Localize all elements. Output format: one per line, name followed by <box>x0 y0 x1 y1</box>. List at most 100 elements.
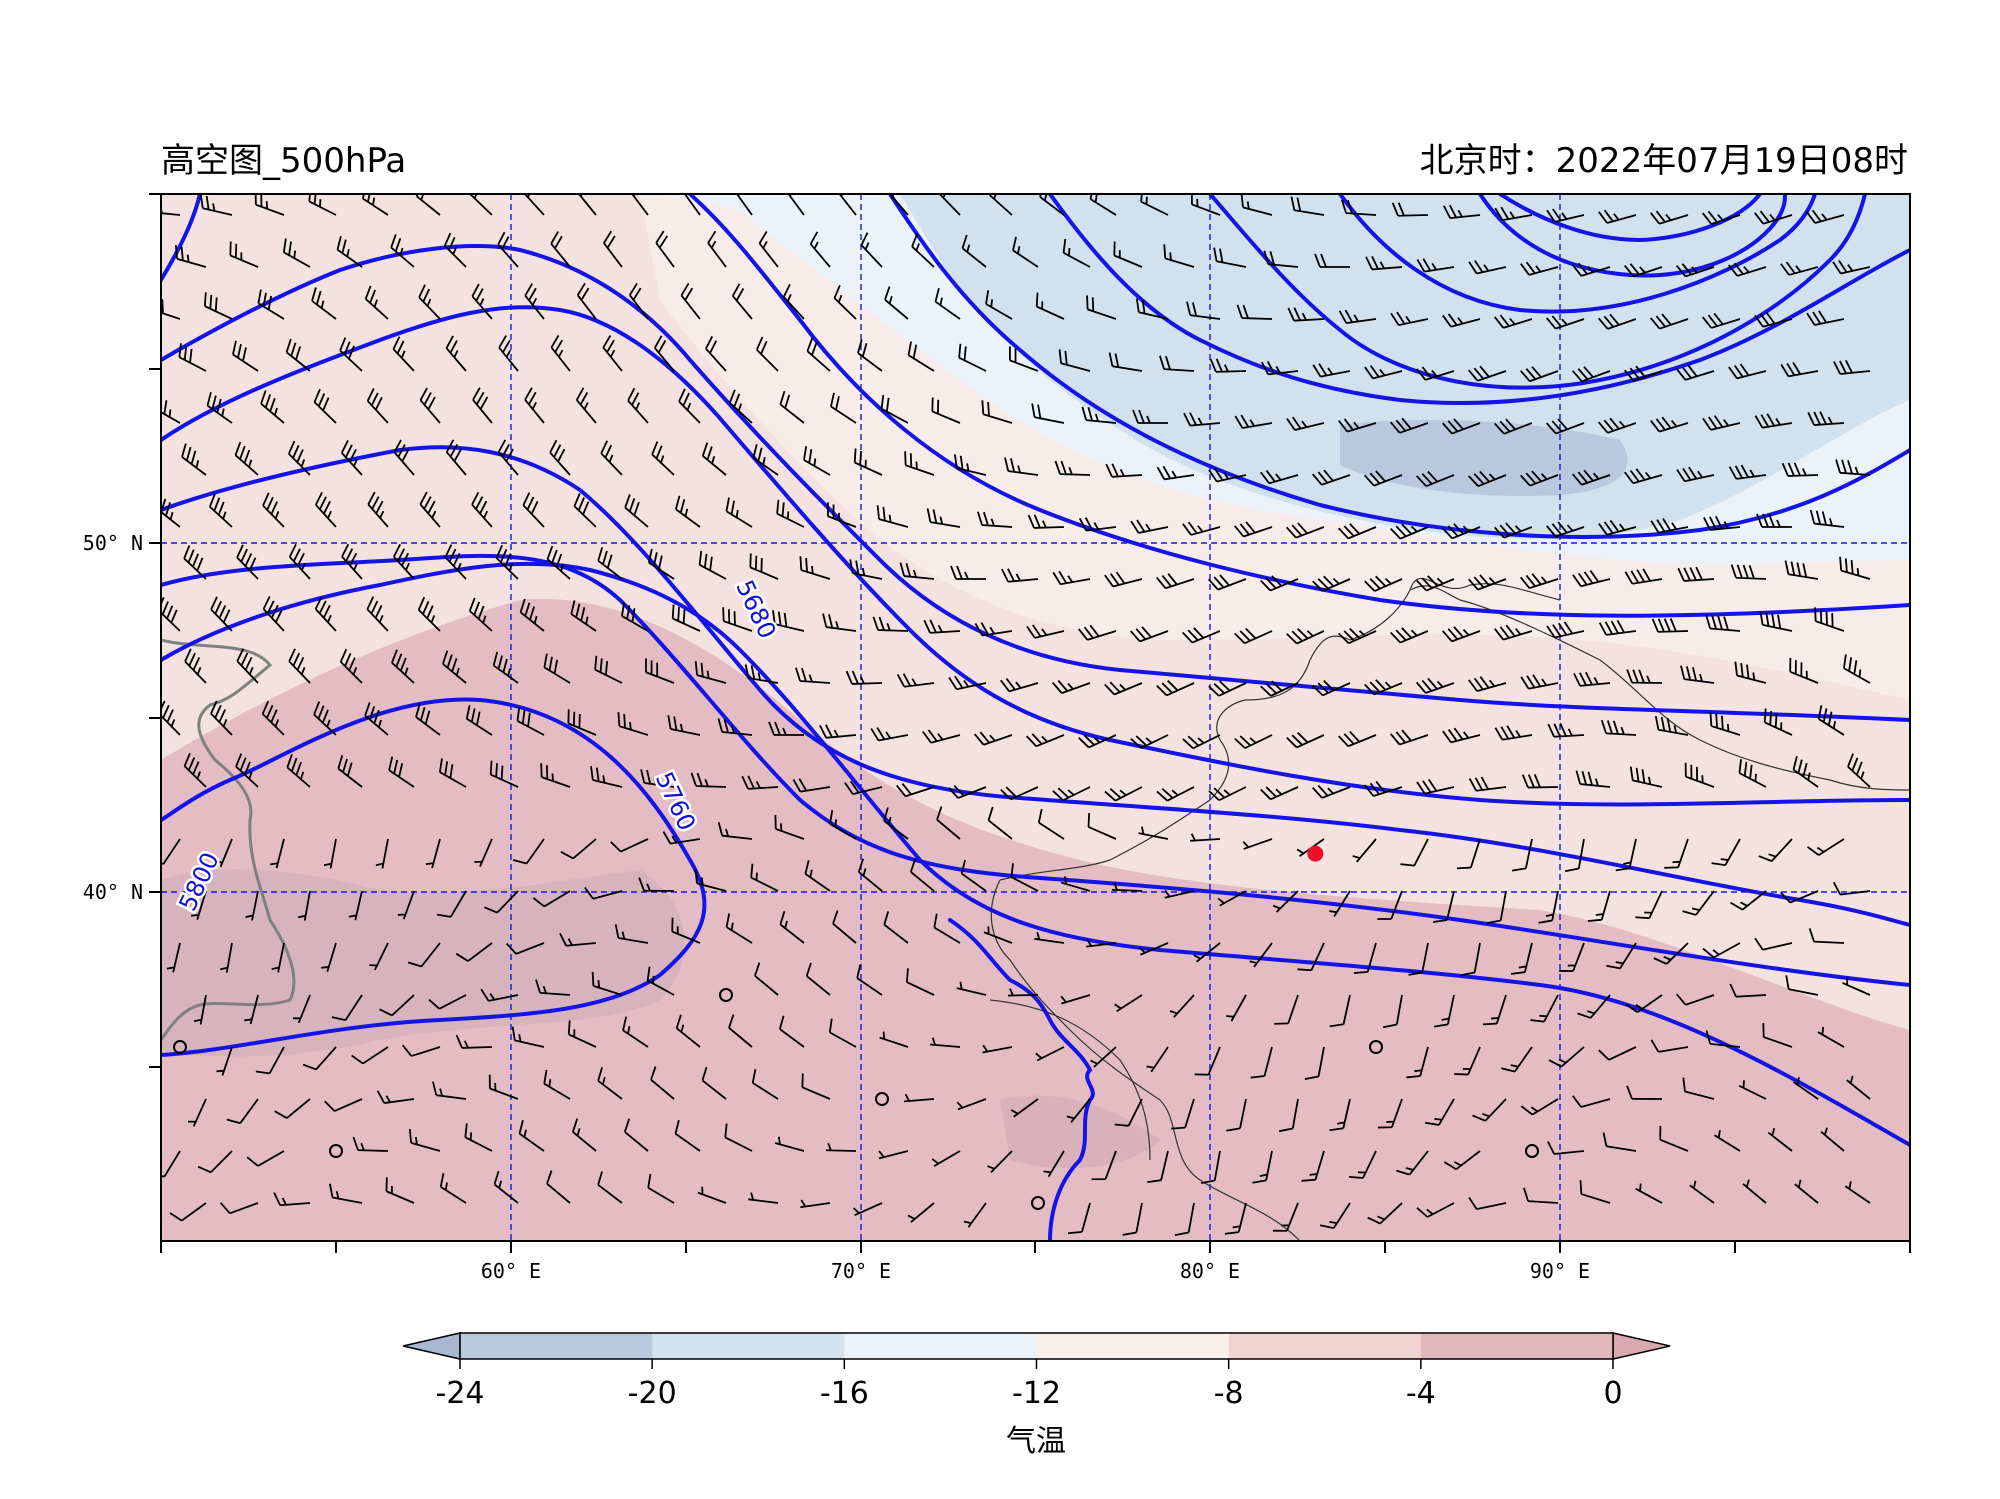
lat-tick-label: 40° N <box>83 880 143 904</box>
wind-barb <box>594 655 623 684</box>
wind-barb <box>680 282 701 320</box>
wind-barb <box>977 511 1013 528</box>
wind-barb <box>779 1015 805 1048</box>
wind-barb <box>1182 627 1221 644</box>
wind-barb <box>1114 1098 1143 1127</box>
wind-barb <box>956 1098 987 1111</box>
wind-barb <box>948 675 987 691</box>
wind-barb <box>1425 1098 1455 1126</box>
wind-barb <box>1467 365 1507 382</box>
wind-barb <box>1400 838 1429 867</box>
wind-barb <box>1844 1181 1871 1204</box>
wind-barb <box>799 556 831 580</box>
wind-barb <box>391 649 415 684</box>
calm-marker <box>329 1144 343 1158</box>
wind-barb <box>1234 734 1273 749</box>
wind-barb <box>415 703 441 736</box>
wind-barb <box>895 783 935 798</box>
wind-barb <box>1705 614 1741 632</box>
wind-barb <box>1207 574 1247 591</box>
wind-barb <box>624 494 649 528</box>
wind-barb <box>960 859 987 892</box>
wind-barb <box>1433 890 1455 923</box>
wind-barb <box>1240 194 1273 216</box>
wind-barb <box>417 596 441 632</box>
wind-barb <box>1711 838 1741 867</box>
wind-barb <box>571 1118 597 1152</box>
wind-barb <box>1442 727 1481 744</box>
colorbar-cell <box>460 1333 653 1359</box>
wind-barb <box>323 838 337 869</box>
wind-barb <box>774 1136 805 1152</box>
wind-barb <box>216 1046 233 1076</box>
wind-barb <box>1624 568 1663 585</box>
wind-barb <box>183 752 207 788</box>
wind-barb <box>728 1014 753 1048</box>
wind-barb <box>988 194 1013 216</box>
wind-barb <box>1010 1098 1039 1118</box>
lon-tick-label: 60° E <box>481 1259 541 1283</box>
wind-barb <box>1090 1046 1117 1068</box>
wind-barb <box>506 942 545 955</box>
wind-barb <box>415 194 441 216</box>
wind-barb <box>1236 304 1273 320</box>
grid <box>161 194 1910 1241</box>
border-china-south <box>990 879 1301 1241</box>
wind-barb <box>367 491 389 528</box>
wind-barb <box>352 1136 389 1152</box>
wind-barb <box>210 700 233 736</box>
wind-barb <box>741 775 779 790</box>
wind-barb <box>516 706 545 736</box>
wind-barb <box>340 439 363 476</box>
wind-barb <box>1091 1150 1117 1181</box>
wind-barb <box>1839 556 1871 580</box>
wind-barb <box>1062 238 1091 268</box>
wind-barb <box>1104 681 1143 696</box>
wind-barb <box>1329 994 1351 1028</box>
wind-barb <box>1820 1127 1845 1152</box>
wind-barb <box>214 838 233 868</box>
wind-barb <box>1785 975 1819 996</box>
contour-line <box>161 697 707 1057</box>
wind-barb <box>567 709 597 736</box>
wind-barb <box>1224 1202 1247 1235</box>
wind-barb <box>1183 412 1221 427</box>
wind-barb <box>522 492 545 528</box>
wind-barb <box>331 994 363 1021</box>
wind-barb <box>844 780 883 795</box>
colorbar-tick-label: 0 <box>1603 1376 1622 1411</box>
wind-barb <box>923 619 961 634</box>
wind-barb <box>795 667 831 684</box>
wind-barb <box>1520 1098 1559 1116</box>
wind-barb <box>904 1093 935 1103</box>
wind-barb <box>376 1090 415 1104</box>
wind-barb <box>1122 1202 1143 1236</box>
wind-barb <box>728 389 753 424</box>
wind-barb <box>1809 509 1845 528</box>
wind-barb <box>1650 518 1689 534</box>
wind-barb <box>1468 776 1507 792</box>
wind-barb <box>1442 523 1481 540</box>
wind-barb <box>1086 939 1117 948</box>
wind-barb <box>1659 1125 1689 1152</box>
wind-barb <box>887 194 909 216</box>
wind-barb <box>1806 209 1845 224</box>
wind-barb <box>1341 199 1377 216</box>
wind-barb <box>439 758 467 788</box>
wind-barb <box>471 491 493 528</box>
contour-line <box>161 553 1910 987</box>
wind-barb <box>532 890 571 908</box>
wind-barb <box>982 1044 1013 1054</box>
wind-barb <box>497 231 519 268</box>
wind-barb <box>725 497 753 528</box>
wind-barb <box>1010 863 1039 892</box>
wind-barb <box>183 545 207 580</box>
wind-barb <box>1653 942 1689 965</box>
wind-barb <box>1286 732 1325 749</box>
contour-line <box>1208 194 1867 390</box>
height-contours <box>161 194 1910 1241</box>
wind-barb <box>973 731 1013 746</box>
wind-barb <box>1442 313 1481 328</box>
wind-barb <box>402 1044 441 1057</box>
wind-barb <box>1523 1187 1559 1204</box>
